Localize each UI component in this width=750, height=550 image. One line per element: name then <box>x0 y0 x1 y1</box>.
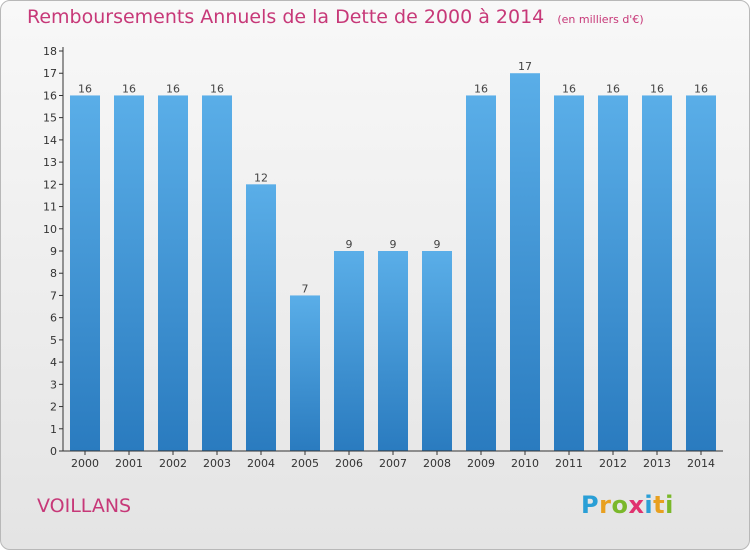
x-tick-label-2003: 2003 <box>203 457 231 470</box>
y-tick-label: 4 <box>50 356 57 369</box>
bar-2009 <box>466 95 496 451</box>
x-tick-label-2013: 2013 <box>643 457 671 470</box>
y-tick-label: 14 <box>43 134 57 147</box>
value-label-2003: 16 <box>210 82 224 95</box>
bar-2007 <box>378 251 408 451</box>
value-label-2009: 16 <box>474 82 488 95</box>
y-tick-label: 15 <box>43 112 57 125</box>
logo-letter: P <box>581 491 600 519</box>
y-tick-label: 2 <box>50 401 57 414</box>
y-tick-label: 5 <box>50 334 57 347</box>
y-tick-label: 10 <box>43 223 57 236</box>
value-label-2000: 16 <box>78 82 92 95</box>
chart-title: Remboursements Annuels de la Dette de 20… <box>27 6 545 28</box>
x-tick-label-2002: 2002 <box>159 457 187 470</box>
bar-2004 <box>246 184 276 452</box>
y-tick-label: 16 <box>43 89 57 102</box>
y-tick-label: 17 <box>43 67 57 80</box>
bar-2008 <box>422 251 452 451</box>
x-tick-label-2014: 2014 <box>687 457 715 470</box>
x-tick-label-2007: 2007 <box>379 457 407 470</box>
y-tick-label: 12 <box>43 178 57 191</box>
y-tick-label: 11 <box>43 201 57 214</box>
bar-2014 <box>686 95 716 451</box>
chart-unit: (en milliers d'€) <box>557 13 644 26</box>
bar-2003 <box>202 95 232 451</box>
y-tick-label: 1 <box>50 423 57 436</box>
bar-2012 <box>598 95 628 451</box>
value-label-2014: 16 <box>694 82 708 95</box>
y-tick-label: 3 <box>50 378 57 391</box>
y-tick-label: 8 <box>50 267 57 280</box>
proxiti-logo: Proxiti <box>581 491 674 519</box>
bar-2011 <box>554 95 584 451</box>
x-tick-label-2000: 2000 <box>71 457 99 470</box>
y-tick-label: 13 <box>43 156 57 169</box>
bars: 16 16 16 16 12 7 9 9 9 16 17 16 16 16 16 <box>70 60 716 452</box>
logo-letter: x <box>628 491 645 519</box>
value-label-2007: 9 <box>390 238 397 251</box>
logo-letter: o <box>611 491 629 519</box>
value-label-2011: 16 <box>562 82 576 95</box>
value-label-2010: 17 <box>518 60 532 73</box>
x-tick-label-2005: 2005 <box>291 457 319 470</box>
y-tick-label: 6 <box>50 312 57 325</box>
value-label-2008: 9 <box>434 238 441 251</box>
bar-2013 <box>642 95 672 451</box>
y-tick-label: 9 <box>50 245 57 258</box>
x-tick-label-2001: 2001 <box>115 457 143 470</box>
y-tick-label: 7 <box>50 289 57 302</box>
value-label-2012: 16 <box>606 82 620 95</box>
x-tick-label-2009: 2009 <box>467 457 495 470</box>
y-tick-label: 0 <box>50 445 57 458</box>
value-label-2002: 16 <box>166 82 180 95</box>
x-tick-label-2004: 2004 <box>247 457 275 470</box>
commune-name: VOILLANS <box>37 495 132 517</box>
value-label-2013: 16 <box>650 82 664 95</box>
x-tick-label-2012: 2012 <box>599 457 627 470</box>
logo-letter: t <box>653 491 666 519</box>
y-tick-label: 18 <box>43 45 57 58</box>
logo-letter: i <box>644 491 654 519</box>
bar-2005 <box>290 295 320 451</box>
x-tick-label-2010: 2010 <box>511 457 539 470</box>
value-label-2001: 16 <box>122 82 136 95</box>
value-label-2004: 12 <box>254 171 268 184</box>
x-tick-label-2006: 2006 <box>335 457 363 470</box>
logo-letter: i <box>665 491 674 519</box>
bar-2000 <box>70 95 100 451</box>
value-label-2006: 9 <box>346 238 353 251</box>
logo-letter: r <box>599 491 612 519</box>
value-label-2005: 7 <box>302 282 309 295</box>
title-row: Remboursements Annuels de la Dette de 20… <box>27 6 644 28</box>
bar-2002 <box>158 95 188 451</box>
bar-2001 <box>114 95 144 451</box>
x-tick-label-2011: 2011 <box>555 457 583 470</box>
x-tick-label-2008: 2008 <box>423 457 451 470</box>
bar-2006 <box>334 251 364 451</box>
bar-2010 <box>510 73 540 451</box>
x-axis: 2000 2001 2002 2003 2004 2005 2006 2007 2008 2009… <box>63 450 723 470</box>
